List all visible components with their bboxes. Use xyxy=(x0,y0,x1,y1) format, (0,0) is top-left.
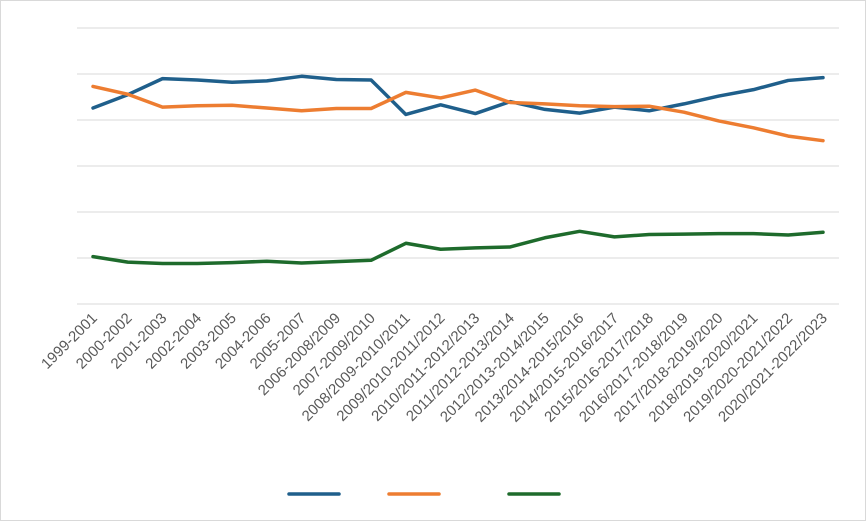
series-line-2 xyxy=(91,84,825,143)
series-line-1 xyxy=(91,74,825,117)
series-line-3 xyxy=(91,229,825,266)
series-lines xyxy=(91,74,825,266)
gridlines xyxy=(77,27,839,305)
x-axis-tick-labels: 1999-20012000-20022001-20032002-20042003… xyxy=(38,310,831,426)
